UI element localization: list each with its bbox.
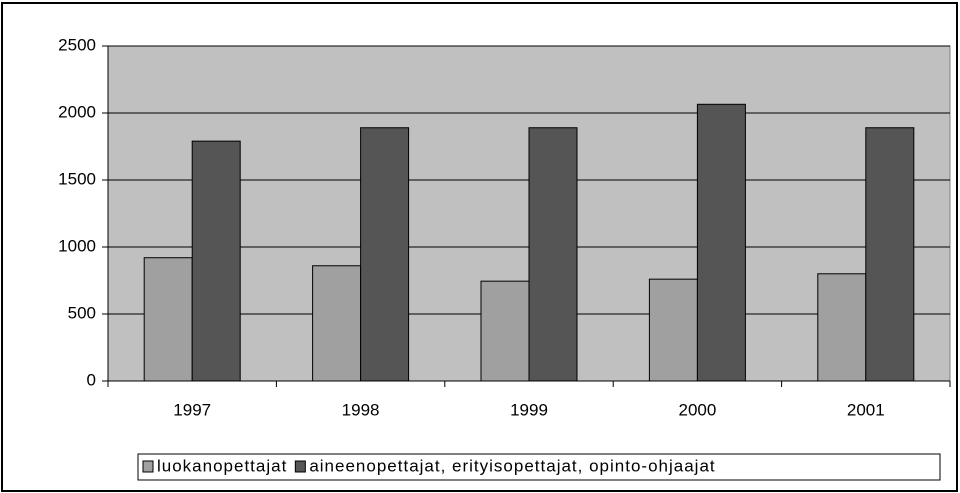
legend-box [137, 453, 941, 481]
x-tick-label: 2001 [847, 400, 885, 419]
legend-swatch [294, 460, 306, 473]
bar [312, 265, 362, 382]
bar [143, 257, 193, 382]
legend-swatch [142, 460, 154, 473]
bar [480, 280, 530, 382]
bar [865, 127, 915, 382]
bar [817, 273, 867, 382]
x-tick-label: 1999 [510, 400, 548, 419]
x-tick-label: 1998 [342, 400, 380, 419]
bar [360, 127, 410, 382]
x-tick-label: 2000 [678, 400, 716, 419]
bar [648, 278, 698, 382]
y-tick-label: 1000 [58, 236, 96, 255]
x-tick-label: 1997 [173, 400, 211, 419]
y-tick-label: 2500 [58, 35, 96, 54]
y-tick-label: 1500 [58, 169, 96, 188]
legend-label: luokanopettajat [157, 456, 287, 475]
bar [191, 140, 241, 382]
legend-label: aineenopettajat, erityisopettajat, opint… [309, 456, 715, 475]
y-tick-label: 0 [87, 370, 96, 389]
bar [528, 127, 578, 382]
bar [696, 103, 746, 382]
y-tick-label: 2000 [58, 102, 96, 121]
y-tick-label: 500 [68, 303, 96, 322]
